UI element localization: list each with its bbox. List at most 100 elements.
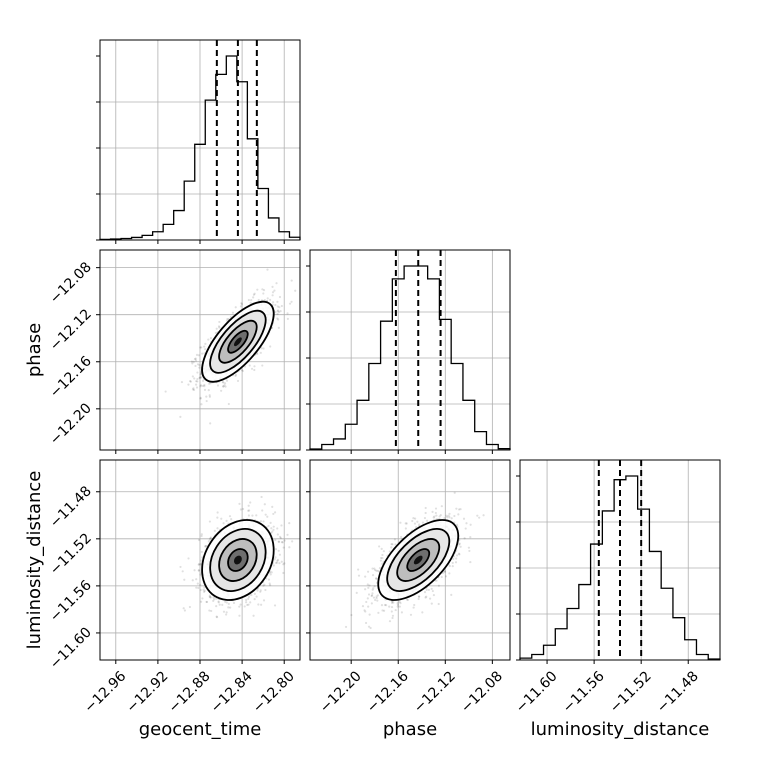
x-axis-label-luminosity_distance: luminosity_distance	[531, 719, 710, 740]
scatter-point	[225, 519, 228, 522]
scatter-point	[280, 304, 283, 308]
scatter-point	[207, 389, 210, 392]
scatter-point	[435, 579, 438, 582]
scatter-point	[302, 499, 304, 501]
scatter-point	[198, 366, 201, 369]
scatter-point	[261, 364, 264, 367]
scatter-point	[193, 358, 197, 361]
scatter-point	[210, 609, 213, 613]
scatter-point	[194, 383, 198, 386]
scatter-point	[379, 556, 383, 560]
scatter-point	[271, 291, 275, 294]
scatter-point	[282, 546, 285, 549]
scatter-point	[388, 605, 391, 608]
scatter-point	[425, 595, 428, 598]
scatter-point	[417, 595, 421, 598]
scatter-point	[391, 616, 394, 620]
scatter-point	[455, 507, 458, 510]
scatter-point	[478, 516, 481, 519]
scatter-point	[260, 347, 263, 350]
panel-frame	[309, 459, 511, 661]
scatter-point	[227, 402, 230, 406]
scatter-point	[204, 545, 207, 548]
scatter-point	[209, 337, 213, 340]
scatter-point	[435, 514, 438, 517]
scatter-point	[222, 381, 225, 384]
scatter-point	[266, 515, 269, 518]
scatter-point	[241, 369, 244, 373]
scatter-point	[363, 609, 366, 612]
scatter-point	[396, 602, 399, 605]
joint-panel-phase-luminosity_distance	[306, 459, 511, 664]
scatter-point	[208, 609, 211, 612]
scatter-point	[455, 523, 459, 526]
scatter-point	[373, 585, 376, 588]
scatter-point	[224, 600, 227, 603]
scatter-point	[217, 600, 220, 603]
scatter-point	[250, 299, 253, 302]
scatter-point	[202, 588, 205, 591]
scatter-point	[381, 556, 384, 560]
scatter-point	[252, 293, 256, 296]
scatter-point	[247, 504, 250, 507]
scatter-point	[225, 601, 228, 604]
scatter-point	[201, 597, 204, 600]
scatter-point	[193, 569, 196, 572]
scatter-point	[457, 513, 460, 516]
scatter-point	[278, 553, 281, 556]
x-tick-label-luminosity_distance: −11.52	[607, 668, 655, 716]
histogram-phase	[309, 265, 511, 450]
scatter-point	[234, 373, 238, 376]
scatter-point	[276, 310, 279, 313]
joint-content	[344, 491, 485, 630]
scatter-point	[262, 347, 265, 350]
scatter-point	[240, 368, 243, 372]
scatter-point	[199, 384, 203, 387]
scatter-point	[245, 601, 248, 604]
scatter-point	[278, 306, 281, 309]
scatter-point	[240, 303, 244, 306]
scatter-point	[272, 512, 275, 516]
scatter-point	[458, 553, 461, 556]
scatter-point	[430, 587, 433, 590]
scatter-point	[187, 557, 190, 560]
scatter-point	[249, 601, 252, 604]
scatter-point	[270, 527, 273, 530]
scatter-point	[199, 563, 202, 566]
scatter-point	[225, 613, 228, 616]
scatter-point	[255, 514, 258, 517]
y-tick-label-luminosity_distance: −11.48	[47, 483, 95, 531]
scatter-point	[424, 511, 427, 515]
scatter-point	[213, 529, 216, 532]
scatter-point	[256, 288, 259, 291]
scatter-point	[378, 545, 381, 548]
scatter-point	[462, 517, 466, 520]
scatter-point	[271, 530, 274, 533]
scatter-point	[417, 597, 420, 601]
scatter-point	[238, 614, 241, 617]
scatter-point	[368, 613, 371, 616]
scatter-point	[291, 540, 294, 543]
scatter-point	[286, 317, 289, 320]
scatter-point	[224, 385, 227, 388]
scatter-point	[188, 380, 192, 383]
scatter-point	[277, 326, 280, 329]
contour-level-4	[233, 337, 242, 347]
scatter-point	[268, 584, 272, 587]
scatter-point	[208, 594, 211, 597]
scatter-point	[212, 596, 215, 599]
scatter-point	[382, 609, 386, 612]
scatter-point	[273, 289, 276, 292]
scatter-point	[404, 527, 407, 530]
scatter-point	[200, 600, 203, 603]
scatter-point	[367, 586, 370, 589]
y-tick-label-luminosity_distance: −11.56	[47, 577, 95, 625]
scatter-point	[274, 548, 278, 551]
scatter-point	[197, 569, 200, 572]
scatter-point	[394, 608, 397, 612]
scatter-point	[427, 588, 431, 591]
scatter-point	[208, 520, 211, 523]
scatter-point	[203, 590, 206, 593]
scatter-point	[413, 522, 417, 525]
